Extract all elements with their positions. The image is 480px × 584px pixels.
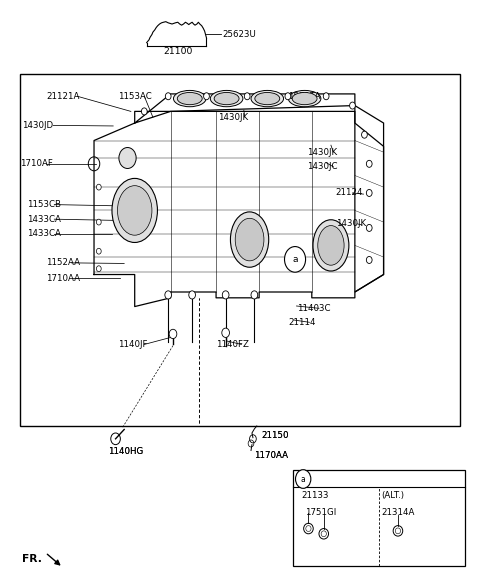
Text: 1152AA: 1152AA xyxy=(46,258,80,267)
Circle shape xyxy=(323,93,329,100)
Text: 21314A: 21314A xyxy=(382,507,415,517)
Ellipse shape xyxy=(173,91,206,107)
Text: 1710AA: 1710AA xyxy=(46,273,80,283)
Bar xyxy=(20,74,460,426)
Text: 21124: 21124 xyxy=(336,189,363,197)
Text: 1433CA: 1433CA xyxy=(27,230,61,238)
Circle shape xyxy=(169,329,177,339)
Circle shape xyxy=(142,108,147,115)
Text: 1140FZ: 1140FZ xyxy=(216,340,249,349)
Ellipse shape xyxy=(177,92,202,105)
Text: a: a xyxy=(301,475,306,484)
Text: 25623U: 25623U xyxy=(222,30,256,39)
Text: 1430JK: 1430JK xyxy=(307,148,337,157)
Circle shape xyxy=(349,102,355,109)
Text: 1751GI: 1751GI xyxy=(305,507,336,517)
Text: 21150: 21150 xyxy=(262,432,289,440)
Ellipse shape xyxy=(210,91,243,107)
Circle shape xyxy=(244,93,250,100)
Circle shape xyxy=(96,266,101,272)
Ellipse shape xyxy=(235,218,264,261)
Circle shape xyxy=(96,219,101,225)
Circle shape xyxy=(366,224,372,231)
Text: 21121A: 21121A xyxy=(46,92,80,101)
Circle shape xyxy=(165,291,171,299)
Circle shape xyxy=(222,291,229,299)
Text: 1140HG: 1140HG xyxy=(108,447,144,456)
Text: 1153CB: 1153CB xyxy=(27,200,61,209)
Circle shape xyxy=(296,470,311,488)
Circle shape xyxy=(96,184,101,190)
Text: 11403C: 11403C xyxy=(298,304,331,313)
Circle shape xyxy=(366,189,372,196)
Bar xyxy=(293,470,465,566)
Text: 1170AA: 1170AA xyxy=(254,451,288,460)
Circle shape xyxy=(285,93,291,100)
Text: 1430JK: 1430JK xyxy=(336,220,366,228)
Text: (ALT.): (ALT.) xyxy=(382,491,405,500)
Text: 1430JD: 1430JD xyxy=(22,121,53,130)
Text: 21114: 21114 xyxy=(288,318,315,327)
Ellipse shape xyxy=(214,92,239,105)
Circle shape xyxy=(366,161,372,168)
Text: 21100: 21100 xyxy=(163,47,192,57)
Text: 1433CA: 1433CA xyxy=(27,215,61,224)
Text: 1140JF: 1140JF xyxy=(118,340,147,349)
Ellipse shape xyxy=(230,212,269,267)
Ellipse shape xyxy=(112,178,157,242)
Ellipse shape xyxy=(288,91,321,107)
Text: 1430JC: 1430JC xyxy=(307,162,337,171)
Circle shape xyxy=(222,328,229,338)
Ellipse shape xyxy=(255,92,280,105)
Circle shape xyxy=(189,291,195,299)
Text: 21133: 21133 xyxy=(301,491,329,500)
Ellipse shape xyxy=(313,220,349,271)
Circle shape xyxy=(165,93,171,100)
Text: 1153AC: 1153AC xyxy=(118,92,152,101)
Text: FR.: FR. xyxy=(22,554,42,564)
Text: 1170AA: 1170AA xyxy=(254,451,288,460)
Circle shape xyxy=(285,246,306,272)
Text: 1710AF: 1710AF xyxy=(20,159,53,168)
Ellipse shape xyxy=(318,225,344,265)
Text: 1140HG: 1140HG xyxy=(108,447,144,456)
Text: a: a xyxy=(292,255,298,264)
Text: 21150: 21150 xyxy=(262,432,289,440)
Ellipse shape xyxy=(292,92,317,105)
Text: 1430JK: 1430JK xyxy=(218,113,249,121)
Circle shape xyxy=(366,256,372,263)
Circle shape xyxy=(119,148,136,169)
Circle shape xyxy=(96,248,101,254)
Circle shape xyxy=(251,291,258,299)
Text: 1571TA: 1571TA xyxy=(288,92,320,101)
Ellipse shape xyxy=(118,186,152,235)
Ellipse shape xyxy=(251,91,284,107)
Circle shape xyxy=(361,131,367,138)
Circle shape xyxy=(204,93,209,100)
